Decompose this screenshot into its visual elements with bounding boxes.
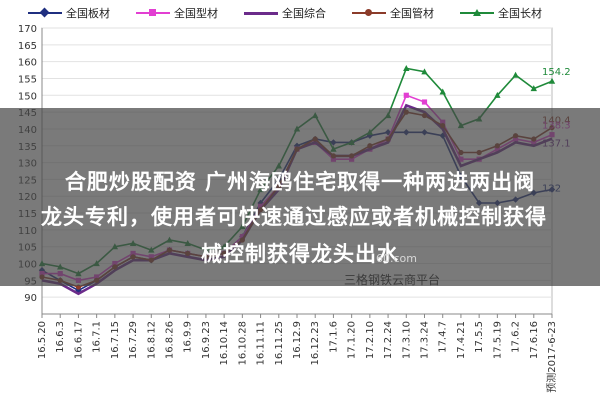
x-tick-label: 16.11.11	[256, 321, 267, 366]
x-tick-label: 17.1.20	[347, 321, 358, 359]
legend-swatch-plate	[28, 7, 62, 18]
data-point	[421, 99, 428, 105]
x-tick-label: 17.2.24	[383, 321, 394, 359]
x-tick-label: 17.2.10	[365, 321, 376, 359]
y-tick-label: 155	[18, 74, 37, 85]
headline-line-2: 龙头专利，使用者可快速通过感应或者机械控制获得	[41, 205, 547, 229]
x-tick-label: 16.6.17	[73, 321, 84, 359]
legend-swatch-section	[136, 8, 170, 18]
y-tick-label: 150	[18, 91, 37, 102]
legend-item-section: 全国型材	[136, 4, 218, 22]
x-tick-label: 16.9.9	[183, 321, 194, 353]
headline-line-1: 合肥炒股配资 广州海鸥住宅取得一种两进两出阀	[64, 170, 536, 194]
x-tick-label: 17.4.21	[456, 321, 467, 359]
x-tick-label: 16.12.9	[292, 321, 303, 359]
data-point	[403, 64, 410, 71]
x-tick-label: 17.6.2	[511, 321, 522, 353]
x-tick-label: 16.10.14	[219, 321, 230, 366]
legend-swatch-long	[460, 8, 494, 18]
x-tick-label: 16.12.23	[310, 321, 321, 366]
x-tick-label: 17.1.6	[328, 321, 339, 353]
data-point	[548, 77, 556, 84]
y-tick-label: 165	[18, 41, 37, 52]
x-tick-label: 17.5.5	[474, 321, 485, 353]
chart-legend: 全国板材 全国型材 全国综合 全国管材 全国长材	[28, 4, 542, 22]
x-axis: 16.5.20 16.6.3 16.6.17 16.7.1 16.7.15 16.7.29…	[37, 313, 558, 393]
x-tick-label: 16.9.23	[201, 321, 212, 359]
watermark-url: 60.com	[376, 252, 417, 265]
x-tick-label: 16.8.26	[165, 321, 176, 359]
headline-line-3: 械控制获得龙头出水	[201, 242, 399, 266]
data-point	[494, 91, 501, 98]
data-point	[439, 88, 446, 95]
x-tick-label: 17.5.19	[492, 321, 503, 359]
data-point	[421, 68, 428, 75]
x-tick-label: 预测2017-6-23	[545, 321, 558, 393]
x-tick-label: 16.7.1	[92, 321, 103, 353]
legend-label-composite: 全国综合	[282, 7, 326, 20]
y-tick-label: 170	[18, 24, 37, 35]
end-value-label: 154.2	[542, 67, 571, 78]
x-tick-label: 17.6.16	[529, 321, 540, 359]
data-point	[403, 92, 409, 98]
y-tick-label: 90	[24, 293, 37, 304]
x-tick-label: 17.3.24	[420, 321, 431, 359]
x-tick-label: 17.3.10	[401, 321, 412, 359]
legend-label-pipe: 全国管材	[390, 7, 434, 20]
x-tick-label: 16.11.25	[274, 321, 285, 366]
legend-swatch-pipe	[352, 8, 386, 18]
legend-label-long: 全国长材	[498, 7, 542, 20]
data-point	[512, 71, 519, 78]
x-tick-label: 16.5.20	[37, 321, 48, 359]
x-tick-label: 17.4.7	[438, 321, 449, 353]
watermark-text: 三格钢铁云商平台	[344, 273, 441, 287]
x-tick-label: 16.10.28	[237, 321, 248, 366]
x-tick-label: 16.8.12	[146, 321, 157, 359]
x-tick-label: 16.7.29	[128, 321, 139, 359]
legend-item-pipe: 全国管材	[352, 4, 434, 22]
legend-label-plate: 全国板材	[66, 7, 110, 20]
data-point	[530, 85, 537, 92]
x-tick-label: 16.6.3	[55, 321, 66, 353]
legend-label-section: 全国型材	[174, 7, 218, 20]
headline-overlay	[0, 108, 600, 286]
legend-item-plate: 全国板材	[28, 4, 110, 22]
legend-swatch-composite	[244, 8, 278, 18]
legend-item-long: 全国长材	[460, 4, 542, 22]
x-tick-label: 16.7.15	[110, 321, 121, 359]
y-tick-label: 160	[18, 58, 37, 69]
legend-item-composite: 全国综合	[244, 4, 326, 22]
